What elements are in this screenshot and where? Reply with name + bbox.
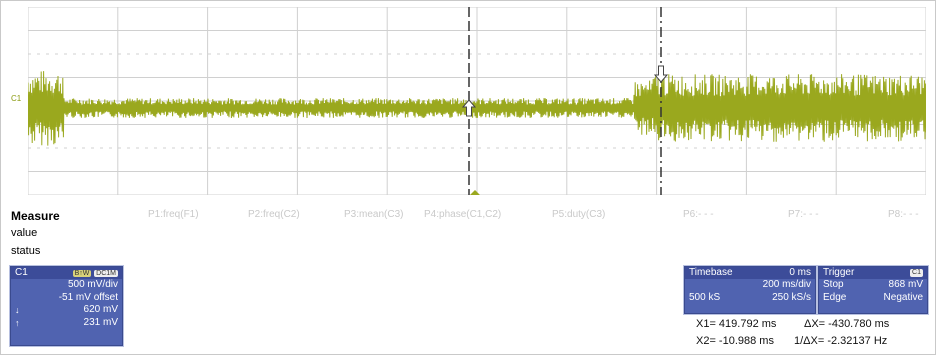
timebase-div: 200 ms/div [762,279,811,290]
waveform-grid [28,7,926,195]
cursor1-voltage: 620 mV [83,304,118,315]
channel-c1-cursor2: ↑ 231 mV [11,317,122,330]
measure-value-label: value [11,227,38,239]
cursor-down-arrow-icon [653,65,669,83]
param-p7[interactable]: P7:- - - [788,209,819,220]
timebase-rate: 250 kS/s [772,291,811,303]
waveform-trace [28,71,926,146]
channel-c1-panel[interactable]: C1 B↑W DC1M 500 mV/div -51 mV offset ↓ 6… [10,266,123,346]
param-p5[interactable]: P5:duty(C3) [552,209,606,220]
channel-c1-cursor1: ↓ 620 mV [11,304,122,317]
coupling-tag: DC1M [94,270,118,277]
arrow-up-icon: ↑ [15,317,20,328]
timebase-header: Timebase 0 ms [685,267,815,279]
param-p8[interactable]: P8:- - - [888,209,919,220]
timebase-panel[interactable]: Timebase 0 ms 200 ms/div 500 kS 250 kS/s [684,266,816,314]
trigger-title: Trigger [823,267,855,278]
param-p1[interactable]: P1:freq(F1) [148,209,199,220]
trigger-panel[interactable]: Trigger C1 Stop 868 mV Edge Negative [818,266,928,314]
trigger-position-icon [470,190,480,195]
channel-c1-header: C1 B↑W DC1M [11,267,122,279]
cursor-x2-readout: X2= -10.988 ms [696,335,774,347]
bandwidth-tag: B↑W [72,270,92,277]
trigger-slope: Negative [883,291,923,303]
channel-c1-name: C1 [15,267,28,278]
timebase-title: Timebase [689,267,733,278]
channel-c1-scale: 500 mV/div [67,279,118,290]
param-p3[interactable]: P3:mean(C3) [344,209,404,220]
channel-marker: C1 [11,94,22,103]
trigger-type-row: Edge Negative [819,292,927,305]
measure-status-label: status [11,245,41,257]
cursor-up-arrow-icon [461,99,477,117]
waveform-plot[interactable] [28,7,926,195]
trigger-mode-row: Stop 868 mV [819,279,927,292]
measure-parameters: P1:freq(F1) P2:freq(C2) P3:mean(C3) P4:p… [148,209,928,223]
trigger-type: Edge [823,291,847,303]
timebase-samples: 500 kS [689,291,721,303]
param-p6[interactable]: P6:- - - [683,209,714,220]
trigger-mode: Stop [823,279,844,290]
trigger-source-tag: C1 [910,269,923,277]
timebase-sampling: 500 kS 250 kS/s [685,292,815,305]
trigger-header: Trigger C1 [819,267,927,279]
measure-title: Measure [11,209,60,223]
trigger-level: 868 mV [888,279,923,290]
param-p2[interactable]: P2:freq(C2) [248,209,300,220]
channel-c1-offset: -51 mV offset [58,291,118,303]
cursor-invdx-readout: 1/ΔX= -2.32137 Hz [794,335,888,347]
timebase-delay: 0 ms [789,267,811,278]
param-p4[interactable]: P4:phase(C1,C2) [424,209,502,220]
cursor-dx-readout: ΔX= -430.780 ms [804,318,890,330]
arrow-down-icon: ↓ [15,305,20,315]
cursor-x1-readout: X1= 419.792 ms [696,318,777,330]
cursor2-voltage: 231 mV [83,316,118,328]
